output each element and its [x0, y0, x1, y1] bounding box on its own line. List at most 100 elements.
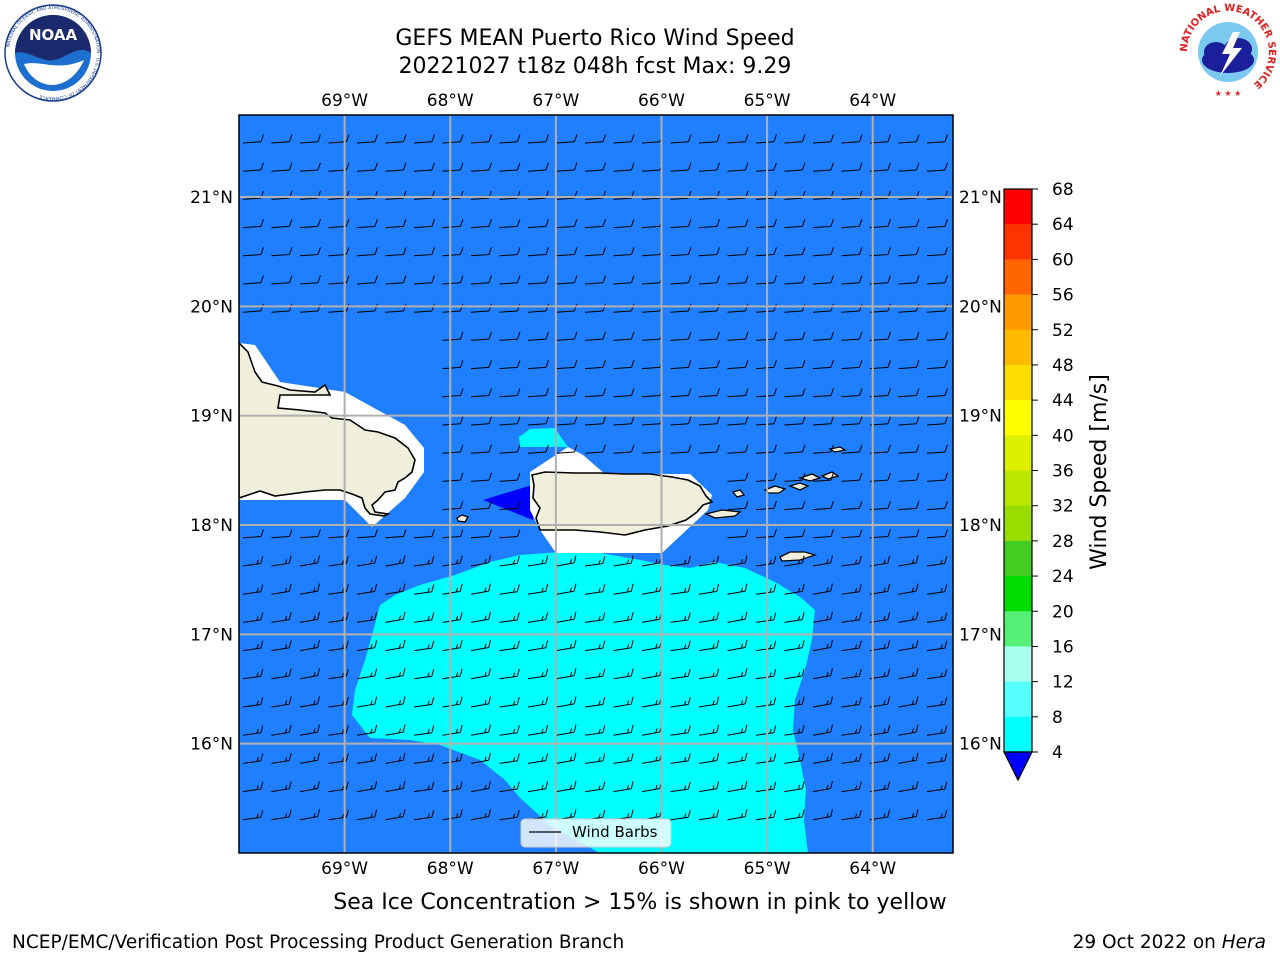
wind-barb: [727, 247, 749, 257]
wind-barb: [328, 612, 349, 623]
wind-barb: [556, 724, 577, 736]
wind-barb: [584, 697, 606, 708]
colorbar-swatch: [1004, 364, 1032, 401]
wind-barb: [413, 584, 435, 595]
wind-barb: [812, 555, 833, 567]
wind-barb: [299, 247, 321, 257]
wind-barb: [613, 275, 635, 285]
longitude-label: 65°W: [744, 91, 791, 111]
wind-barb: [271, 303, 293, 313]
wind-barb: [926, 359, 948, 370]
wind-barb: [356, 218, 378, 229]
wind-barb: [698, 668, 720, 680]
wind-barb: [812, 388, 834, 398]
wind-barb: [841, 218, 863, 229]
wind-barb: [727, 275, 749, 285]
colorbar-swatch: [1004, 259, 1032, 296]
wind-barb: [727, 611, 748, 623]
wind-barb: [926, 331, 948, 341]
colorbar-swatch: [1004, 576, 1032, 612]
wind-barb: [442, 753, 463, 764]
wind-barb: [328, 303, 350, 313]
wind-barb: [613, 134, 635, 144]
wind-barb: [499, 275, 521, 285]
wind-barb: [499, 725, 520, 736]
wind-barb: [898, 583, 919, 595]
colorbar-tick-label: 16: [1052, 637, 1074, 657]
latitude-label: 18°N: [959, 516, 1002, 536]
colorbar-swatch: [1004, 681, 1032, 718]
wind-barb: [841, 753, 862, 764]
wind-barb: [812, 247, 834, 257]
wind-barb: [385, 247, 407, 257]
wind-barb: [841, 388, 863, 398]
wind-barb: [499, 612, 520, 623]
colorbar-tick-label: 68: [1052, 180, 1074, 200]
wind-barb: [755, 275, 777, 285]
wind-barb: [784, 529, 806, 539]
wind-barb: [442, 781, 463, 793]
colorbar-tick-label: 4: [1052, 743, 1063, 763]
wind-barb: [926, 529, 948, 539]
wind-barb: [755, 331, 777, 341]
wind-barb: [841, 472, 863, 482]
wind-barb: [470, 134, 492, 144]
footer-host: Hera: [1221, 932, 1266, 953]
longitude-labels-bottom: 69°W 68°W 67°W 66°W 65°W 64°W: [321, 859, 896, 879]
wind-barb: [499, 331, 521, 341]
wind-barb: [556, 611, 577, 623]
wind-barb: [470, 668, 491, 680]
wind-barb: [727, 529, 749, 539]
wind-barb: [926, 388, 948, 398]
wind-barb: [841, 697, 862, 708]
wind-barb: [584, 444, 606, 454]
wind-barb: [698, 303, 720, 313]
wind-barb: [926, 416, 948, 426]
wind-barb: [784, 640, 805, 652]
wind-barb: [442, 529, 464, 539]
wind-barb: [413, 529, 435, 539]
wind-barb: [556, 639, 577, 652]
wind-barb: [841, 416, 863, 426]
wind-barb: [299, 218, 321, 229]
wind-barb: [584, 640, 606, 652]
wind-barb: [271, 247, 293, 257]
wind-barb: [898, 247, 920, 257]
wind-barb: [784, 388, 806, 398]
wind-barb: [556, 303, 578, 313]
wind-barb: [841, 640, 862, 652]
wind-barb: [584, 753, 606, 764]
wind-barb: [328, 134, 350, 144]
wind-barb: [670, 668, 691, 680]
wind-barb: [442, 668, 463, 680]
wind-barb: [841, 134, 863, 144]
wind-barb: [613, 696, 634, 708]
wind-barb: [698, 809, 720, 821]
wind-barb: [727, 668, 748, 680]
wind-barb: [926, 275, 948, 285]
wind-barb: [584, 162, 606, 172]
wind-barb: [442, 388, 464, 398]
wind-barb: [527, 359, 549, 370]
wind-barb: [499, 162, 521, 172]
wind-barb: [784, 781, 805, 793]
wind-barb: [470, 162, 492, 172]
wind-barb: [812, 218, 834, 229]
wind-barb: [584, 416, 606, 426]
wind-barb: [442, 247, 464, 257]
wind-barb: [499, 640, 520, 652]
wind-barb: [898, 134, 920, 144]
wind-barb: [356, 555, 378, 567]
wind-barb: [784, 612, 805, 623]
wind-barb: [613, 162, 635, 172]
wind-barb: [755, 247, 777, 257]
wind-barb: [755, 359, 777, 370]
wind-barb: [527, 555, 549, 567]
wind-barb: [926, 162, 948, 172]
wind-barb: [784, 809, 805, 821]
wind-barb: [727, 696, 748, 708]
wind-barb: [841, 162, 863, 172]
wind-barb: [898, 639, 919, 652]
wind-barb: [926, 218, 948, 229]
